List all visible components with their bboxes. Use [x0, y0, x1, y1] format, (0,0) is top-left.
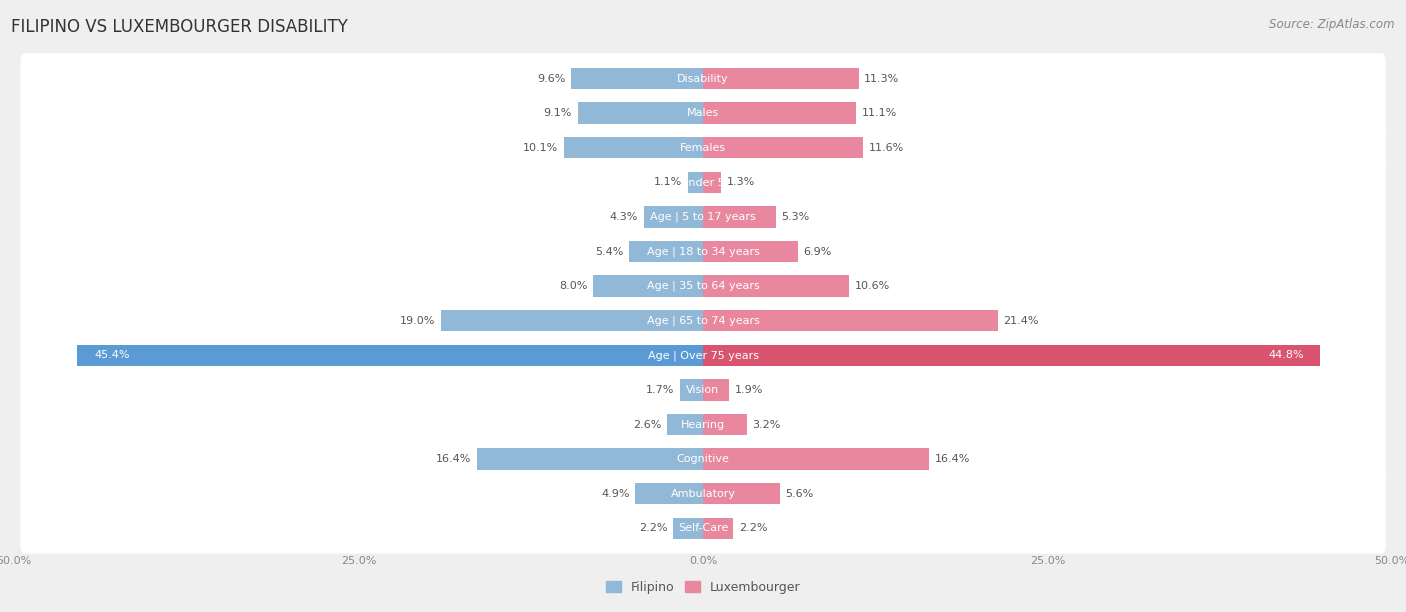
Text: 19.0%: 19.0% — [401, 316, 436, 326]
Bar — [703, 241, 799, 262]
FancyBboxPatch shape — [20, 53, 1386, 104]
Bar — [628, 241, 703, 262]
FancyBboxPatch shape — [20, 365, 1386, 415]
Bar — [703, 345, 1320, 366]
Text: 5.3%: 5.3% — [782, 212, 810, 222]
Bar — [703, 379, 730, 401]
Text: Source: ZipAtlas.com: Source: ZipAtlas.com — [1270, 18, 1395, 31]
Text: 16.4%: 16.4% — [436, 454, 471, 464]
Text: Self-Care: Self-Care — [678, 523, 728, 533]
Text: 5.6%: 5.6% — [786, 489, 814, 499]
Text: Ambulatory: Ambulatory — [671, 489, 735, 499]
Text: FILIPINO VS LUXEMBOURGER DISABILITY: FILIPINO VS LUXEMBOURGER DISABILITY — [11, 18, 349, 36]
Text: Disability: Disability — [678, 73, 728, 83]
Text: 1.9%: 1.9% — [735, 385, 763, 395]
Bar — [564, 137, 703, 159]
Legend: Filipino, Luxembourger: Filipino, Luxembourger — [606, 581, 800, 594]
Text: 11.3%: 11.3% — [865, 73, 900, 83]
Bar — [644, 206, 703, 228]
Bar — [477, 449, 703, 470]
FancyBboxPatch shape — [20, 399, 1386, 450]
FancyBboxPatch shape — [20, 157, 1386, 207]
FancyBboxPatch shape — [20, 192, 1386, 242]
Bar — [703, 68, 859, 89]
FancyBboxPatch shape — [20, 434, 1386, 484]
Text: 2.6%: 2.6% — [633, 419, 662, 430]
Bar — [77, 345, 703, 366]
Text: 5.4%: 5.4% — [595, 247, 623, 256]
Text: 3.2%: 3.2% — [752, 419, 780, 430]
Bar — [703, 483, 780, 504]
FancyBboxPatch shape — [20, 226, 1386, 277]
Text: Males: Males — [688, 108, 718, 118]
Bar — [571, 68, 703, 89]
FancyBboxPatch shape — [20, 468, 1386, 519]
Bar — [441, 310, 703, 332]
Text: Cognitive: Cognitive — [676, 454, 730, 464]
Bar — [668, 414, 703, 435]
Text: Hearing: Hearing — [681, 419, 725, 430]
Text: Age | 35 to 64 years: Age | 35 to 64 years — [647, 281, 759, 291]
Bar — [636, 483, 703, 504]
Text: 10.6%: 10.6% — [855, 281, 890, 291]
Bar — [688, 171, 703, 193]
Bar — [703, 137, 863, 159]
Text: 8.0%: 8.0% — [558, 281, 588, 291]
FancyBboxPatch shape — [20, 296, 1386, 346]
Text: Age | Under 5 years: Age | Under 5 years — [648, 177, 758, 187]
FancyBboxPatch shape — [20, 503, 1386, 554]
Text: 11.6%: 11.6% — [869, 143, 904, 153]
Text: Age | 65 to 74 years: Age | 65 to 74 years — [647, 315, 759, 326]
FancyBboxPatch shape — [20, 330, 1386, 381]
Bar — [703, 171, 721, 193]
Bar — [703, 414, 747, 435]
Text: Age | 18 to 34 years: Age | 18 to 34 years — [647, 246, 759, 257]
Text: 16.4%: 16.4% — [935, 454, 970, 464]
Bar — [703, 102, 856, 124]
Text: 1.1%: 1.1% — [654, 177, 682, 187]
Text: 44.8%: 44.8% — [1268, 350, 1303, 360]
Bar — [703, 310, 998, 332]
Text: Age | Over 75 years: Age | Over 75 years — [648, 350, 758, 360]
Text: Age | 5 to 17 years: Age | 5 to 17 years — [650, 212, 756, 222]
Text: 1.7%: 1.7% — [645, 385, 673, 395]
Text: 21.4%: 21.4% — [1004, 316, 1039, 326]
Text: 11.1%: 11.1% — [862, 108, 897, 118]
Bar — [672, 518, 703, 539]
Bar — [593, 275, 703, 297]
FancyBboxPatch shape — [20, 122, 1386, 173]
Bar — [578, 102, 703, 124]
Bar — [703, 206, 776, 228]
Text: 2.2%: 2.2% — [638, 523, 668, 533]
FancyBboxPatch shape — [20, 88, 1386, 138]
Bar — [703, 275, 849, 297]
FancyBboxPatch shape — [20, 261, 1386, 312]
Text: 4.3%: 4.3% — [610, 212, 638, 222]
Text: 2.2%: 2.2% — [738, 523, 768, 533]
Text: Females: Females — [681, 143, 725, 153]
Text: 9.6%: 9.6% — [537, 73, 565, 83]
Text: 45.4%: 45.4% — [94, 350, 129, 360]
Text: Vision: Vision — [686, 385, 720, 395]
Text: 10.1%: 10.1% — [523, 143, 558, 153]
Bar — [703, 449, 929, 470]
Text: 9.1%: 9.1% — [544, 108, 572, 118]
Text: 1.3%: 1.3% — [727, 177, 755, 187]
Bar — [703, 518, 734, 539]
Text: 6.9%: 6.9% — [804, 247, 832, 256]
Text: 4.9%: 4.9% — [602, 489, 630, 499]
Bar — [679, 379, 703, 401]
